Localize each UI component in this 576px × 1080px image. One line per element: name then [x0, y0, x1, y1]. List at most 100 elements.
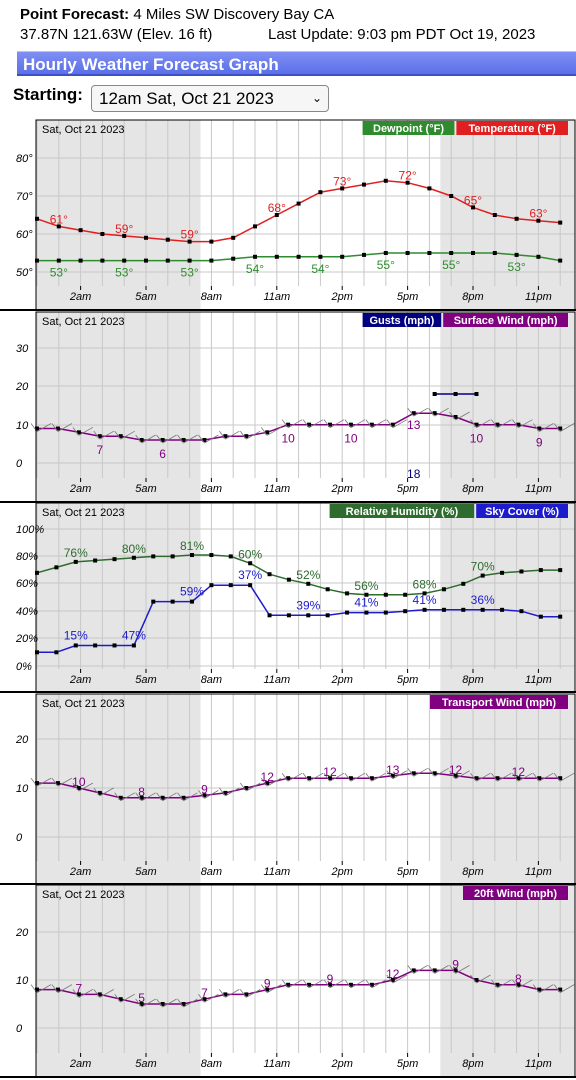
wind-barb: [428, 965, 449, 974]
wind-barb: [260, 984, 282, 993]
data-point: [327, 776, 332, 781]
data-point: [411, 411, 416, 416]
y-tick-label: 10: [16, 420, 29, 432]
y-tick-label: 20: [15, 927, 29, 939]
wind-barb: [302, 419, 324, 429]
start-time-select[interactable]: 12am Sat, Oct 21 2023 ⌄: [91, 85, 329, 112]
wind-barb: [344, 772, 366, 782]
night-shade: [440, 120, 575, 310]
x-tick-label: 5pm: [397, 1058, 418, 1070]
data-point: [369, 982, 374, 987]
x-tick-label: 2pm: [330, 866, 352, 878]
x-tick-label: 8pm: [462, 866, 483, 878]
data-point: [471, 205, 475, 210]
wind-barb: [512, 979, 533, 989]
data-point: [403, 609, 408, 614]
x-tick-label: 8am: [201, 674, 222, 686]
data-point: [383, 592, 388, 597]
data-point: [340, 254, 345, 259]
data-point: [267, 613, 272, 618]
data-point: [253, 254, 257, 259]
x-tick-label: 11pm: [525, 674, 552, 686]
x-tick-label: 5am: [135, 1058, 156, 1070]
wind-barb: [428, 407, 449, 417]
data-point: [56, 258, 61, 263]
data-label: 55°: [442, 258, 460, 272]
data-point: [537, 776, 542, 781]
panel-date-label: Sat, Oct 21 2023: [42, 124, 125, 136]
data-label: 65°: [464, 193, 482, 207]
data-label: 12: [261, 770, 275, 784]
data-point: [160, 795, 165, 800]
x-tick-label: 11pm: [525, 1058, 552, 1070]
data-label: 7: [96, 443, 103, 457]
wind-barb: [177, 792, 198, 802]
data-point: [209, 258, 214, 263]
data-label: 9: [452, 957, 459, 971]
data-point: [73, 643, 78, 648]
data-label: 54°: [246, 262, 264, 276]
x-tick-label: 2am: [69, 291, 91, 303]
wind-barb: [51, 777, 73, 787]
data-label: 53°: [50, 266, 68, 280]
data-point: [345, 591, 350, 596]
data-label: 70%: [471, 560, 495, 574]
y-tick-label: 70°: [16, 191, 33, 203]
x-tick-label: 2am: [69, 866, 91, 878]
night-shade: [36, 503, 201, 692]
data-point: [144, 235, 148, 240]
wind-barb: [323, 772, 345, 782]
wind-barb: [51, 423, 73, 432]
wind-barb: [344, 419, 366, 429]
data-point: [558, 614, 563, 619]
data-point: [286, 577, 291, 582]
data-point: [244, 992, 249, 997]
data-point: [97, 434, 102, 439]
point-forecast-label: Point Forecast:: [20, 6, 130, 23]
data-label: 12: [512, 765, 526, 779]
data-point: [537, 426, 542, 431]
data-point: [97, 790, 102, 795]
data-label: 6: [159, 447, 166, 461]
data-point: [265, 781, 270, 786]
data-point: [170, 599, 175, 604]
data-point: [35, 650, 39, 655]
data-point: [362, 182, 366, 187]
x-tick-label: 8pm: [462, 291, 483, 303]
data-point: [118, 997, 123, 1002]
data-point: [296, 254, 301, 259]
wind-barb: [93, 430, 114, 440]
data-point: [453, 415, 458, 419]
wind-barb: [407, 965, 428, 974]
data-point: [253, 224, 257, 229]
data-point: [76, 786, 81, 790]
x-tick-label: 2pm: [330, 291, 352, 303]
data-point: [144, 258, 148, 263]
data-point: [516, 422, 521, 427]
data-point: [54, 565, 59, 570]
y-tick-label: 30: [16, 343, 29, 355]
data-point: [453, 968, 458, 973]
data-label: 39%: [296, 598, 320, 612]
data-point: [265, 430, 270, 435]
data-point: [244, 786, 249, 790]
data-point: [348, 982, 353, 987]
starting-label: Starting:: [13, 85, 83, 104]
data-point: [35, 258, 39, 263]
data-point: [495, 422, 500, 427]
section-title-bar: Hourly Weather Forecast Graph: [17, 51, 576, 76]
data-point: [231, 235, 236, 240]
wind-barb: [135, 792, 156, 802]
data-label: 5: [138, 991, 145, 1005]
x-tick-label: 8am: [201, 1058, 222, 1070]
wind-barb: [135, 434, 156, 444]
data-point: [112, 643, 117, 648]
wind-barb: [512, 772, 533, 782]
legend-swatch: [456, 121, 568, 135]
wind-barb: [449, 770, 470, 780]
wind-barb: [72, 782, 94, 792]
section-title: Hourly Weather Forecast Graph: [23, 55, 279, 74]
data-point: [54, 650, 59, 655]
data-point: [131, 555, 136, 560]
data-point: [519, 569, 524, 574]
